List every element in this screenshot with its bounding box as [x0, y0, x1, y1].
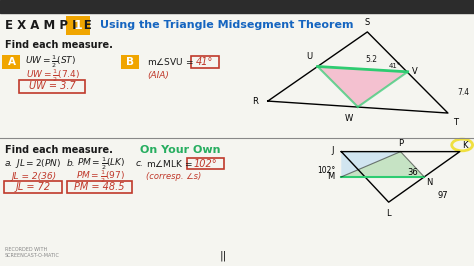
Text: N: N	[427, 178, 433, 187]
Text: B: B	[127, 57, 134, 67]
Text: 1: 1	[74, 19, 82, 32]
Polygon shape	[341, 152, 424, 177]
Text: JL = 72: JL = 72	[16, 182, 51, 192]
Text: ||: ||	[219, 250, 227, 261]
Text: 5.2: 5.2	[365, 55, 377, 64]
Text: J: J	[332, 146, 334, 155]
Text: T: T	[453, 118, 458, 127]
Text: $UW = \frac{1}{2}(ST)$: $UW = \frac{1}{2}(ST)$	[25, 53, 76, 70]
Text: R: R	[253, 97, 258, 106]
Polygon shape	[318, 66, 408, 107]
FancyBboxPatch shape	[66, 16, 90, 35]
Text: m$\angle$SVU =: m$\angle$SVU =	[147, 56, 195, 67]
Text: PM = 48.5: PM = 48.5	[74, 182, 125, 192]
Text: K: K	[462, 141, 468, 150]
Text: U: U	[307, 52, 313, 61]
Text: 41°: 41°	[196, 57, 213, 67]
Text: $PM = \frac{1}{2}(LK)$: $PM = \frac{1}{2}(LK)$	[77, 155, 125, 172]
Text: S: S	[365, 18, 370, 27]
Text: Find each measure.: Find each measure.	[5, 145, 113, 155]
Text: M: M	[327, 172, 334, 181]
Text: $JL = 2(PN)$: $JL = 2(PN)$	[15, 157, 62, 170]
Text: L: L	[386, 209, 391, 218]
Text: E X A M P L E: E X A M P L E	[5, 19, 91, 32]
Text: Find each measure.: Find each measure.	[5, 40, 113, 50]
Bar	[0, 0, 474, 13]
Text: Using the Triangle Midsegment Theorem: Using the Triangle Midsegment Theorem	[100, 20, 353, 30]
Text: 102°: 102°	[194, 159, 218, 169]
Text: 41°: 41°	[389, 63, 401, 69]
FancyBboxPatch shape	[121, 55, 139, 69]
Text: (corresp. ∠s): (corresp. ∠s)	[146, 172, 201, 181]
Polygon shape	[341, 152, 401, 177]
Text: UW = 3.7: UW = 3.7	[29, 81, 75, 92]
Text: On Your Own: On Your Own	[140, 145, 220, 155]
Text: 7.4: 7.4	[457, 88, 470, 97]
Text: 36: 36	[407, 168, 418, 177]
Text: b.: b.	[66, 159, 75, 168]
Text: A: A	[8, 57, 16, 67]
Text: JL = 2(36): JL = 2(36)	[12, 172, 57, 181]
Text: m$\angle$MLK =: m$\angle$MLK =	[146, 158, 193, 169]
Text: 102°: 102°	[317, 166, 336, 175]
Text: V: V	[412, 67, 418, 76]
Text: (AIA): (AIA)	[147, 70, 169, 80]
Text: P: P	[398, 139, 403, 148]
Text: c.: c.	[135, 159, 143, 168]
Text: $UW = \frac{1}{2}(7.4)$: $UW = \frac{1}{2}(7.4)$	[26, 68, 80, 84]
Text: 97: 97	[438, 191, 448, 200]
FancyBboxPatch shape	[2, 55, 20, 69]
Text: W: W	[345, 114, 353, 123]
Text: RECORDED WITH
SCREENCAST-O-MATIC: RECORDED WITH SCREENCAST-O-MATIC	[5, 247, 60, 258]
Text: a.: a.	[5, 159, 13, 168]
Text: $PM = \frac{1}{2}(97)$: $PM = \frac{1}{2}(97)$	[76, 169, 125, 185]
